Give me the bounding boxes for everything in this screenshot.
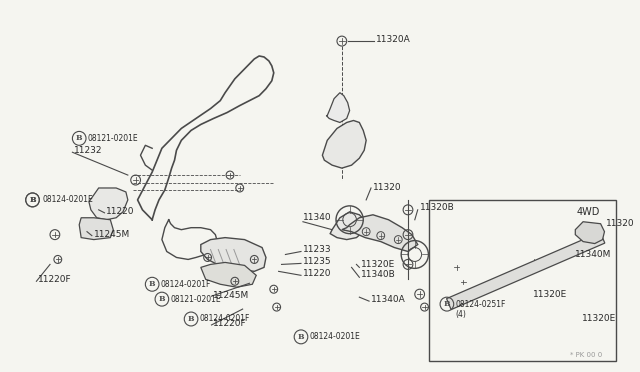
Text: 11233: 11233 bbox=[303, 245, 332, 254]
Polygon shape bbox=[342, 215, 418, 251]
Text: 08124-0251F: 08124-0251F bbox=[456, 299, 506, 309]
Polygon shape bbox=[575, 222, 605, 244]
Text: 11320: 11320 bbox=[607, 219, 635, 228]
Text: 08121-0201E: 08121-0201E bbox=[171, 295, 221, 304]
Text: 11340: 11340 bbox=[303, 213, 332, 222]
Text: 11220F: 11220F bbox=[38, 275, 72, 284]
Text: 11340M: 11340M bbox=[575, 250, 612, 259]
Text: 08124-0201F: 08124-0201F bbox=[161, 280, 211, 289]
Text: B: B bbox=[188, 315, 195, 323]
Text: B: B bbox=[149, 280, 156, 288]
Text: (4): (4) bbox=[456, 310, 467, 318]
Text: 11245M: 11245M bbox=[214, 291, 250, 300]
Polygon shape bbox=[326, 93, 349, 122]
Text: 4WD: 4WD bbox=[576, 207, 600, 217]
Text: * PK 00 0: * PK 00 0 bbox=[570, 352, 602, 358]
Text: 11340A: 11340A bbox=[371, 295, 406, 304]
Text: 11232: 11232 bbox=[74, 146, 103, 155]
Text: 11320A: 11320A bbox=[376, 35, 411, 44]
Text: 11320E: 11320E bbox=[532, 290, 567, 299]
Text: 11320E: 11320E bbox=[582, 314, 616, 324]
Text: B: B bbox=[159, 295, 165, 303]
Polygon shape bbox=[201, 262, 256, 287]
Text: 11320E: 11320E bbox=[362, 260, 396, 269]
Text: 08124-0201F: 08124-0201F bbox=[200, 314, 250, 324]
Text: 11320: 11320 bbox=[373, 183, 401, 192]
Text: 08124-0201E: 08124-0201E bbox=[310, 332, 360, 341]
Text: 11220F: 11220F bbox=[214, 320, 247, 328]
Text: 08124-0201E: 08124-0201E bbox=[42, 195, 93, 204]
Text: 11340B: 11340B bbox=[362, 270, 396, 279]
Polygon shape bbox=[447, 232, 605, 310]
Polygon shape bbox=[323, 121, 366, 168]
Polygon shape bbox=[79, 218, 113, 240]
Text: B: B bbox=[29, 196, 36, 204]
Polygon shape bbox=[330, 212, 366, 240]
Text: 11220: 11220 bbox=[106, 207, 135, 216]
Polygon shape bbox=[201, 238, 266, 271]
Text: 08121-0201E: 08121-0201E bbox=[88, 134, 139, 143]
Polygon shape bbox=[89, 188, 128, 220]
Text: 11320B: 11320B bbox=[420, 203, 454, 212]
Text: 11245M: 11245M bbox=[94, 230, 130, 239]
Text: B: B bbox=[298, 333, 304, 341]
Text: B: B bbox=[76, 134, 83, 142]
Text: B: B bbox=[29, 196, 36, 204]
Text: 11220: 11220 bbox=[303, 269, 332, 278]
Bar bbox=[429, 200, 616, 361]
Text: 11235: 11235 bbox=[303, 257, 332, 266]
Text: B: B bbox=[444, 300, 450, 308]
